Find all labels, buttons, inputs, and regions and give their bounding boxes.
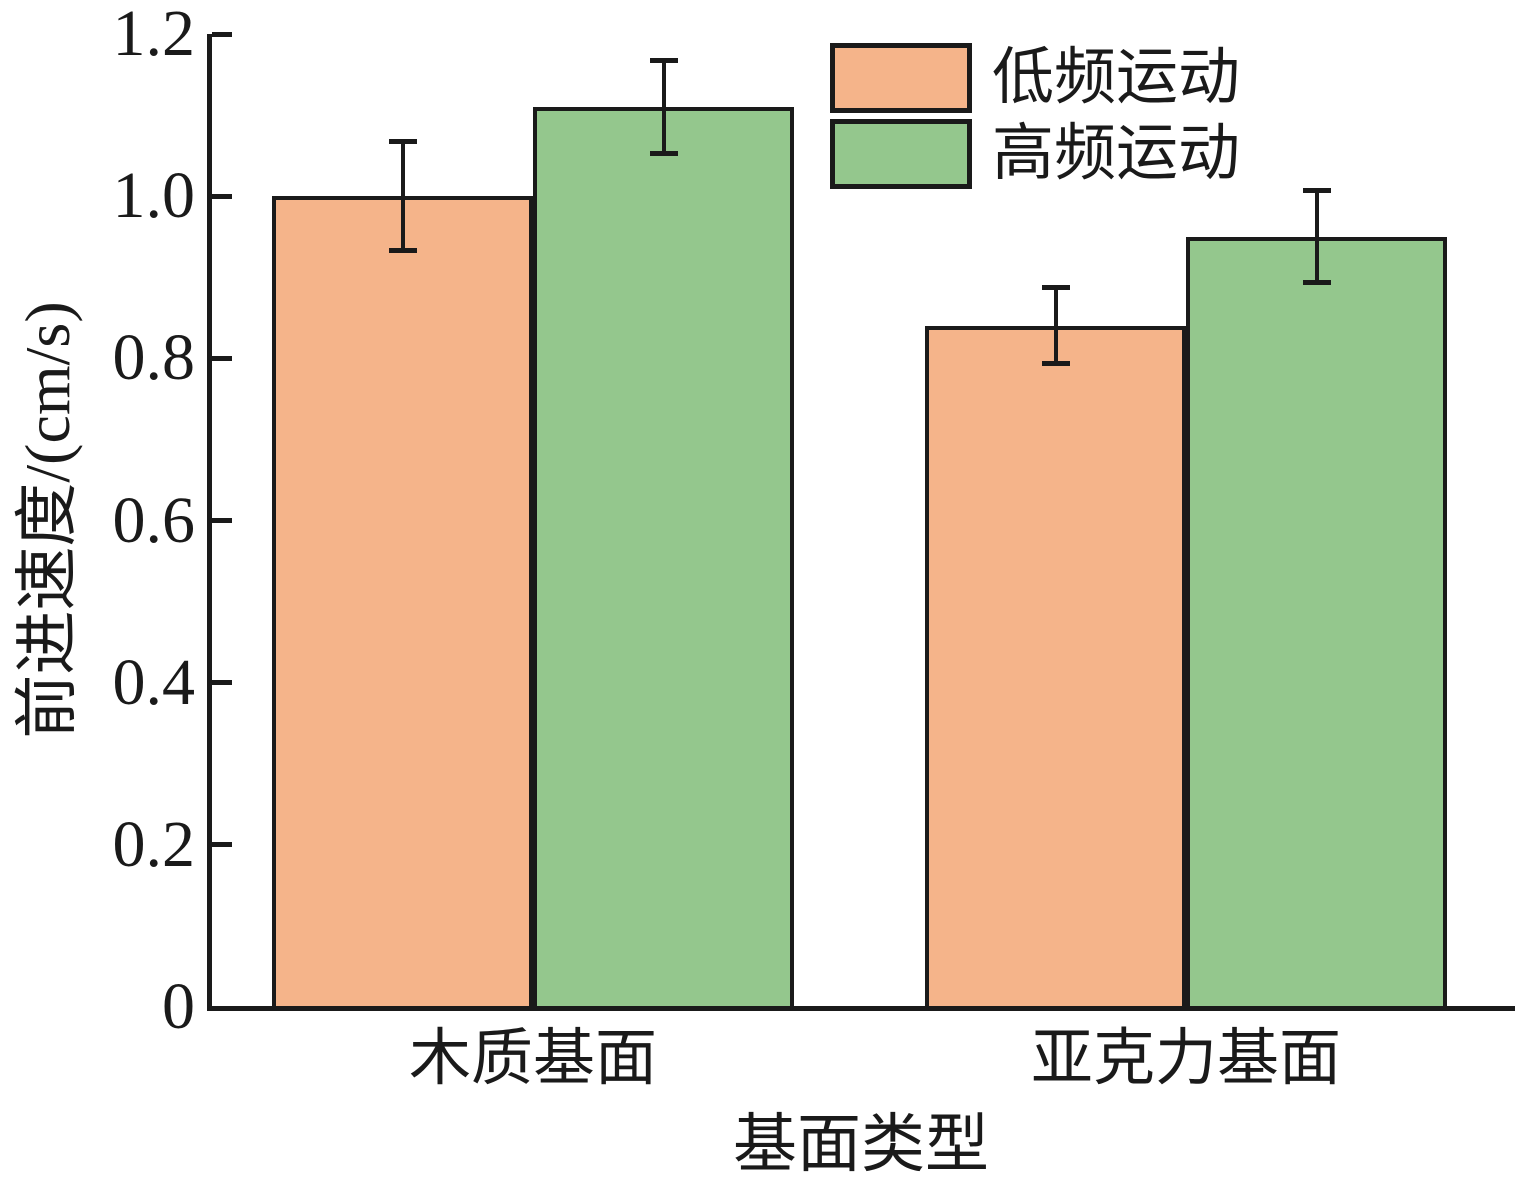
errorbar-line-低频运动-亚克力基面	[1053, 285, 1058, 367]
errorbar-line-低频运动-木质基面	[400, 139, 405, 253]
y-tick-label-1.2: 1.2	[112, 0, 196, 70]
errorbar-cap-bottom-高频运动-亚克力基面	[1302, 280, 1331, 286]
bar-低频运动-木质基面	[272, 196, 533, 1007]
x-axis-title: 基面类型	[733, 1109, 989, 1180]
legend-swatch-low-frequency	[830, 43, 972, 113]
y-tick-label-0: 0	[162, 970, 195, 1043]
y-tick-mark-0.2	[212, 842, 232, 848]
x-axis-line	[207, 1006, 1515, 1011]
y-axis-line	[207, 34, 212, 1007]
legend-item-high-frequency: 高频运动	[830, 119, 1240, 189]
errorbar-cap-top-高频运动-木质基面	[649, 58, 678, 64]
errorbar-cap-bottom-低频运动-木质基面	[388, 247, 417, 253]
y-tick-label-0.6: 0.6	[112, 483, 196, 557]
errorbar-line-高频运动-木质基面	[661, 58, 666, 156]
errorbar-cap-top-高频运动-亚克力基面	[1302, 188, 1331, 194]
y-tick-mark-1.2	[212, 31, 232, 37]
x-tick-label-亚克力基面: 亚克力基面	[1030, 1025, 1342, 1093]
bar-高频运动-亚克力基面	[1186, 236, 1447, 1007]
y-tick-mark-1.0	[212, 193, 232, 199]
errorbar-cap-top-低频运动-亚克力基面	[1041, 285, 1070, 291]
x-tick-label-木质基面: 木质基面	[408, 1025, 658, 1093]
y-tick-mark-0.6	[212, 518, 232, 523]
legend-label-low-frequency: 低频运动	[992, 44, 1241, 112]
bar-低频运动-亚克力基面	[925, 325, 1186, 1007]
y-tick-mark-0.4	[212, 680, 232, 686]
y-tick-label-1.0: 1.0	[112, 159, 196, 233]
y-axis-title: 前进速度/(cm/s)	[11, 301, 83, 739]
y-tick-label-0.4: 0.4	[112, 645, 196, 719]
plot-area	[207, 31, 1515, 1011]
errorbar-cap-bottom-高频运动-木质基面	[649, 150, 678, 156]
legend-swatch-high-frequency	[830, 119, 972, 189]
errorbar-cap-top-低频运动-木质基面	[388, 139, 417, 145]
bar-高频运动-木质基面	[533, 106, 794, 1007]
legend-label-high-frequency: 高频运动	[992, 120, 1241, 188]
legend: 低频运动 高频运动	[830, 43, 1240, 189]
y-tick-mark-0.8	[212, 355, 232, 361]
y-tick-label-0.8: 0.8	[112, 321, 196, 395]
errorbar-line-高频运动-亚克力基面	[1314, 188, 1319, 286]
legend-item-low-frequency: 低频运动	[830, 43, 1240, 113]
errorbar-cap-bottom-低频运动-亚克力基面	[1041, 361, 1070, 367]
y-tick-label-0.2: 0.2	[112, 807, 196, 881]
